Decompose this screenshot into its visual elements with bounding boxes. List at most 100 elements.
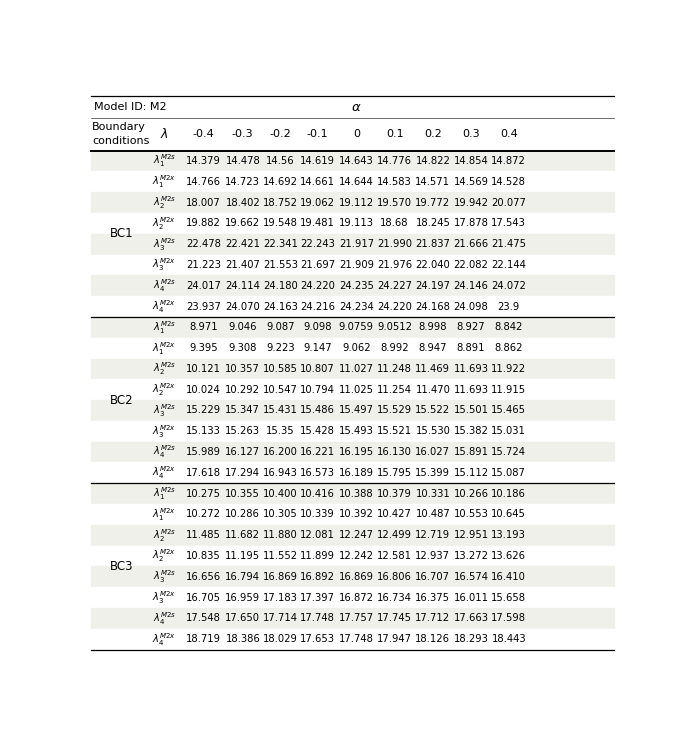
Text: 16.195: 16.195	[339, 447, 374, 457]
Bar	[91, 338, 614, 358]
Text: 18.029: 18.029	[263, 634, 298, 644]
Text: 21.697: 21.697	[300, 260, 335, 270]
Text: 16.573: 16.573	[300, 468, 335, 478]
Text: 16.127: 16.127	[225, 447, 260, 457]
Text: $\lambda_4^{M2s}$: $\lambda_4^{M2s}$	[153, 443, 176, 460]
Bar	[91, 442, 614, 463]
Text: 11.552: 11.552	[263, 551, 298, 561]
Text: 10.292: 10.292	[225, 385, 260, 394]
Text: 16.656: 16.656	[186, 572, 221, 582]
Text: BC2: BC2	[110, 394, 134, 407]
Text: 15.522: 15.522	[415, 405, 450, 416]
Text: 10.794: 10.794	[300, 385, 335, 394]
Text: 14.528: 14.528	[491, 177, 526, 187]
Bar	[91, 358, 614, 379]
Text: 14.692: 14.692	[263, 177, 298, 187]
Text: 16.200: 16.200	[263, 447, 298, 457]
Text: 11.025: 11.025	[339, 385, 374, 394]
Text: $\lambda_4^{M2s}$: $\lambda_4^{M2s}$	[153, 610, 176, 627]
Bar	[91, 545, 614, 567]
Text: $\lambda_2^{M2s}$: $\lambda_2^{M2s}$	[153, 527, 176, 544]
Text: 10.807: 10.807	[300, 364, 335, 374]
Text: 16.027: 16.027	[415, 447, 450, 457]
Text: $\lambda_3^{M2x}$: $\lambda_3^{M2x}$	[152, 423, 176, 440]
Text: 15.497: 15.497	[339, 405, 374, 416]
Text: 10.416: 10.416	[300, 489, 335, 498]
Text: 10.553: 10.553	[453, 509, 488, 520]
Text: 10.266: 10.266	[453, 489, 488, 498]
Text: 15.795: 15.795	[377, 468, 412, 478]
Text: $\lambda_3^{M2s}$: $\lambda_3^{M2s}$	[153, 402, 176, 419]
Text: 10.645: 10.645	[491, 509, 526, 520]
Text: 16.130: 16.130	[377, 447, 412, 457]
Text: 16.959: 16.959	[225, 592, 260, 603]
Text: 18.719: 18.719	[186, 634, 221, 644]
Text: 15.521: 15.521	[377, 427, 412, 436]
Text: 15.529: 15.529	[377, 405, 412, 416]
Text: 10.272: 10.272	[186, 509, 221, 520]
Text: 15.112: 15.112	[453, 468, 488, 478]
Text: $\lambda_3^{M2x}$: $\lambda_3^{M2x}$	[152, 257, 176, 273]
Text: 8.998: 8.998	[419, 323, 447, 332]
Text: 19.481: 19.481	[300, 218, 335, 229]
Text: 15.428: 15.428	[300, 427, 335, 436]
Text: 16.410: 16.410	[491, 572, 526, 582]
Text: 9.0512: 9.0512	[377, 323, 412, 332]
Text: 9.147: 9.147	[303, 343, 332, 353]
Bar	[91, 213, 614, 234]
Text: 16.892: 16.892	[300, 572, 335, 582]
Text: 21.909: 21.909	[339, 260, 374, 270]
Text: $\lambda_2^{M2s}$: $\lambda_2^{M2s}$	[153, 361, 176, 377]
Text: 11.027: 11.027	[339, 364, 374, 374]
Bar	[91, 421, 614, 442]
Text: 11.248: 11.248	[377, 364, 412, 374]
Text: 22.341: 22.341	[263, 239, 298, 249]
Text: 15.382: 15.382	[453, 427, 488, 436]
Text: 24.072: 24.072	[491, 281, 526, 291]
Text: 15.087: 15.087	[491, 468, 526, 478]
Text: 21.475: 21.475	[491, 239, 526, 249]
Text: 16.872: 16.872	[339, 592, 374, 603]
Text: 16.734: 16.734	[377, 592, 412, 603]
Text: 12.247: 12.247	[339, 530, 374, 540]
Text: 24.114: 24.114	[225, 281, 260, 291]
Text: 11.693: 11.693	[453, 385, 488, 394]
Text: 18.126: 18.126	[415, 634, 450, 644]
Text: 11.485: 11.485	[186, 530, 221, 540]
Bar	[91, 192, 614, 213]
Text: 16.707: 16.707	[415, 572, 450, 582]
Text: 18.245: 18.245	[415, 218, 450, 229]
Text: 9.223: 9.223	[266, 343, 295, 353]
Text: 16.794: 16.794	[225, 572, 260, 582]
Text: 12.951: 12.951	[453, 530, 488, 540]
Text: 14.872: 14.872	[491, 156, 526, 166]
Text: 8.891: 8.891	[457, 343, 485, 353]
Text: 15.347: 15.347	[225, 405, 260, 416]
Text: 19.570: 19.570	[377, 198, 412, 207]
Text: 15.891: 15.891	[453, 447, 488, 457]
Text: 21.917: 21.917	[339, 239, 374, 249]
Text: 13.272: 13.272	[453, 551, 488, 561]
Text: 12.081: 12.081	[300, 530, 335, 540]
Text: 15.465: 15.465	[491, 405, 526, 416]
Text: 19.112: 19.112	[339, 198, 374, 207]
Text: 17.748: 17.748	[300, 614, 335, 623]
Text: 9.098: 9.098	[303, 323, 332, 332]
Text: 15.989: 15.989	[186, 447, 221, 457]
Text: 15.229: 15.229	[186, 405, 221, 416]
Text: 17.294: 17.294	[225, 468, 260, 478]
Text: 11.470: 11.470	[415, 385, 450, 394]
Text: 10.835: 10.835	[186, 551, 221, 561]
Text: 10.355: 10.355	[225, 489, 260, 498]
Text: BC1: BC1	[110, 227, 134, 240]
Text: 10.388: 10.388	[339, 489, 374, 498]
Text: $\alpha$: $\alpha$	[351, 100, 362, 114]
Text: 16.375: 16.375	[415, 592, 450, 603]
Text: 8.947: 8.947	[419, 343, 447, 353]
Text: 14.56: 14.56	[266, 156, 295, 166]
Bar	[91, 276, 614, 296]
Text: $\lambda_4^{M2x}$: $\lambda_4^{M2x}$	[152, 631, 176, 647]
Text: 0.1: 0.1	[386, 129, 403, 139]
Text: $\lambda_4^{M2x}$: $\lambda_4^{M2x}$	[152, 465, 176, 482]
Text: 0.2: 0.2	[424, 129, 442, 139]
